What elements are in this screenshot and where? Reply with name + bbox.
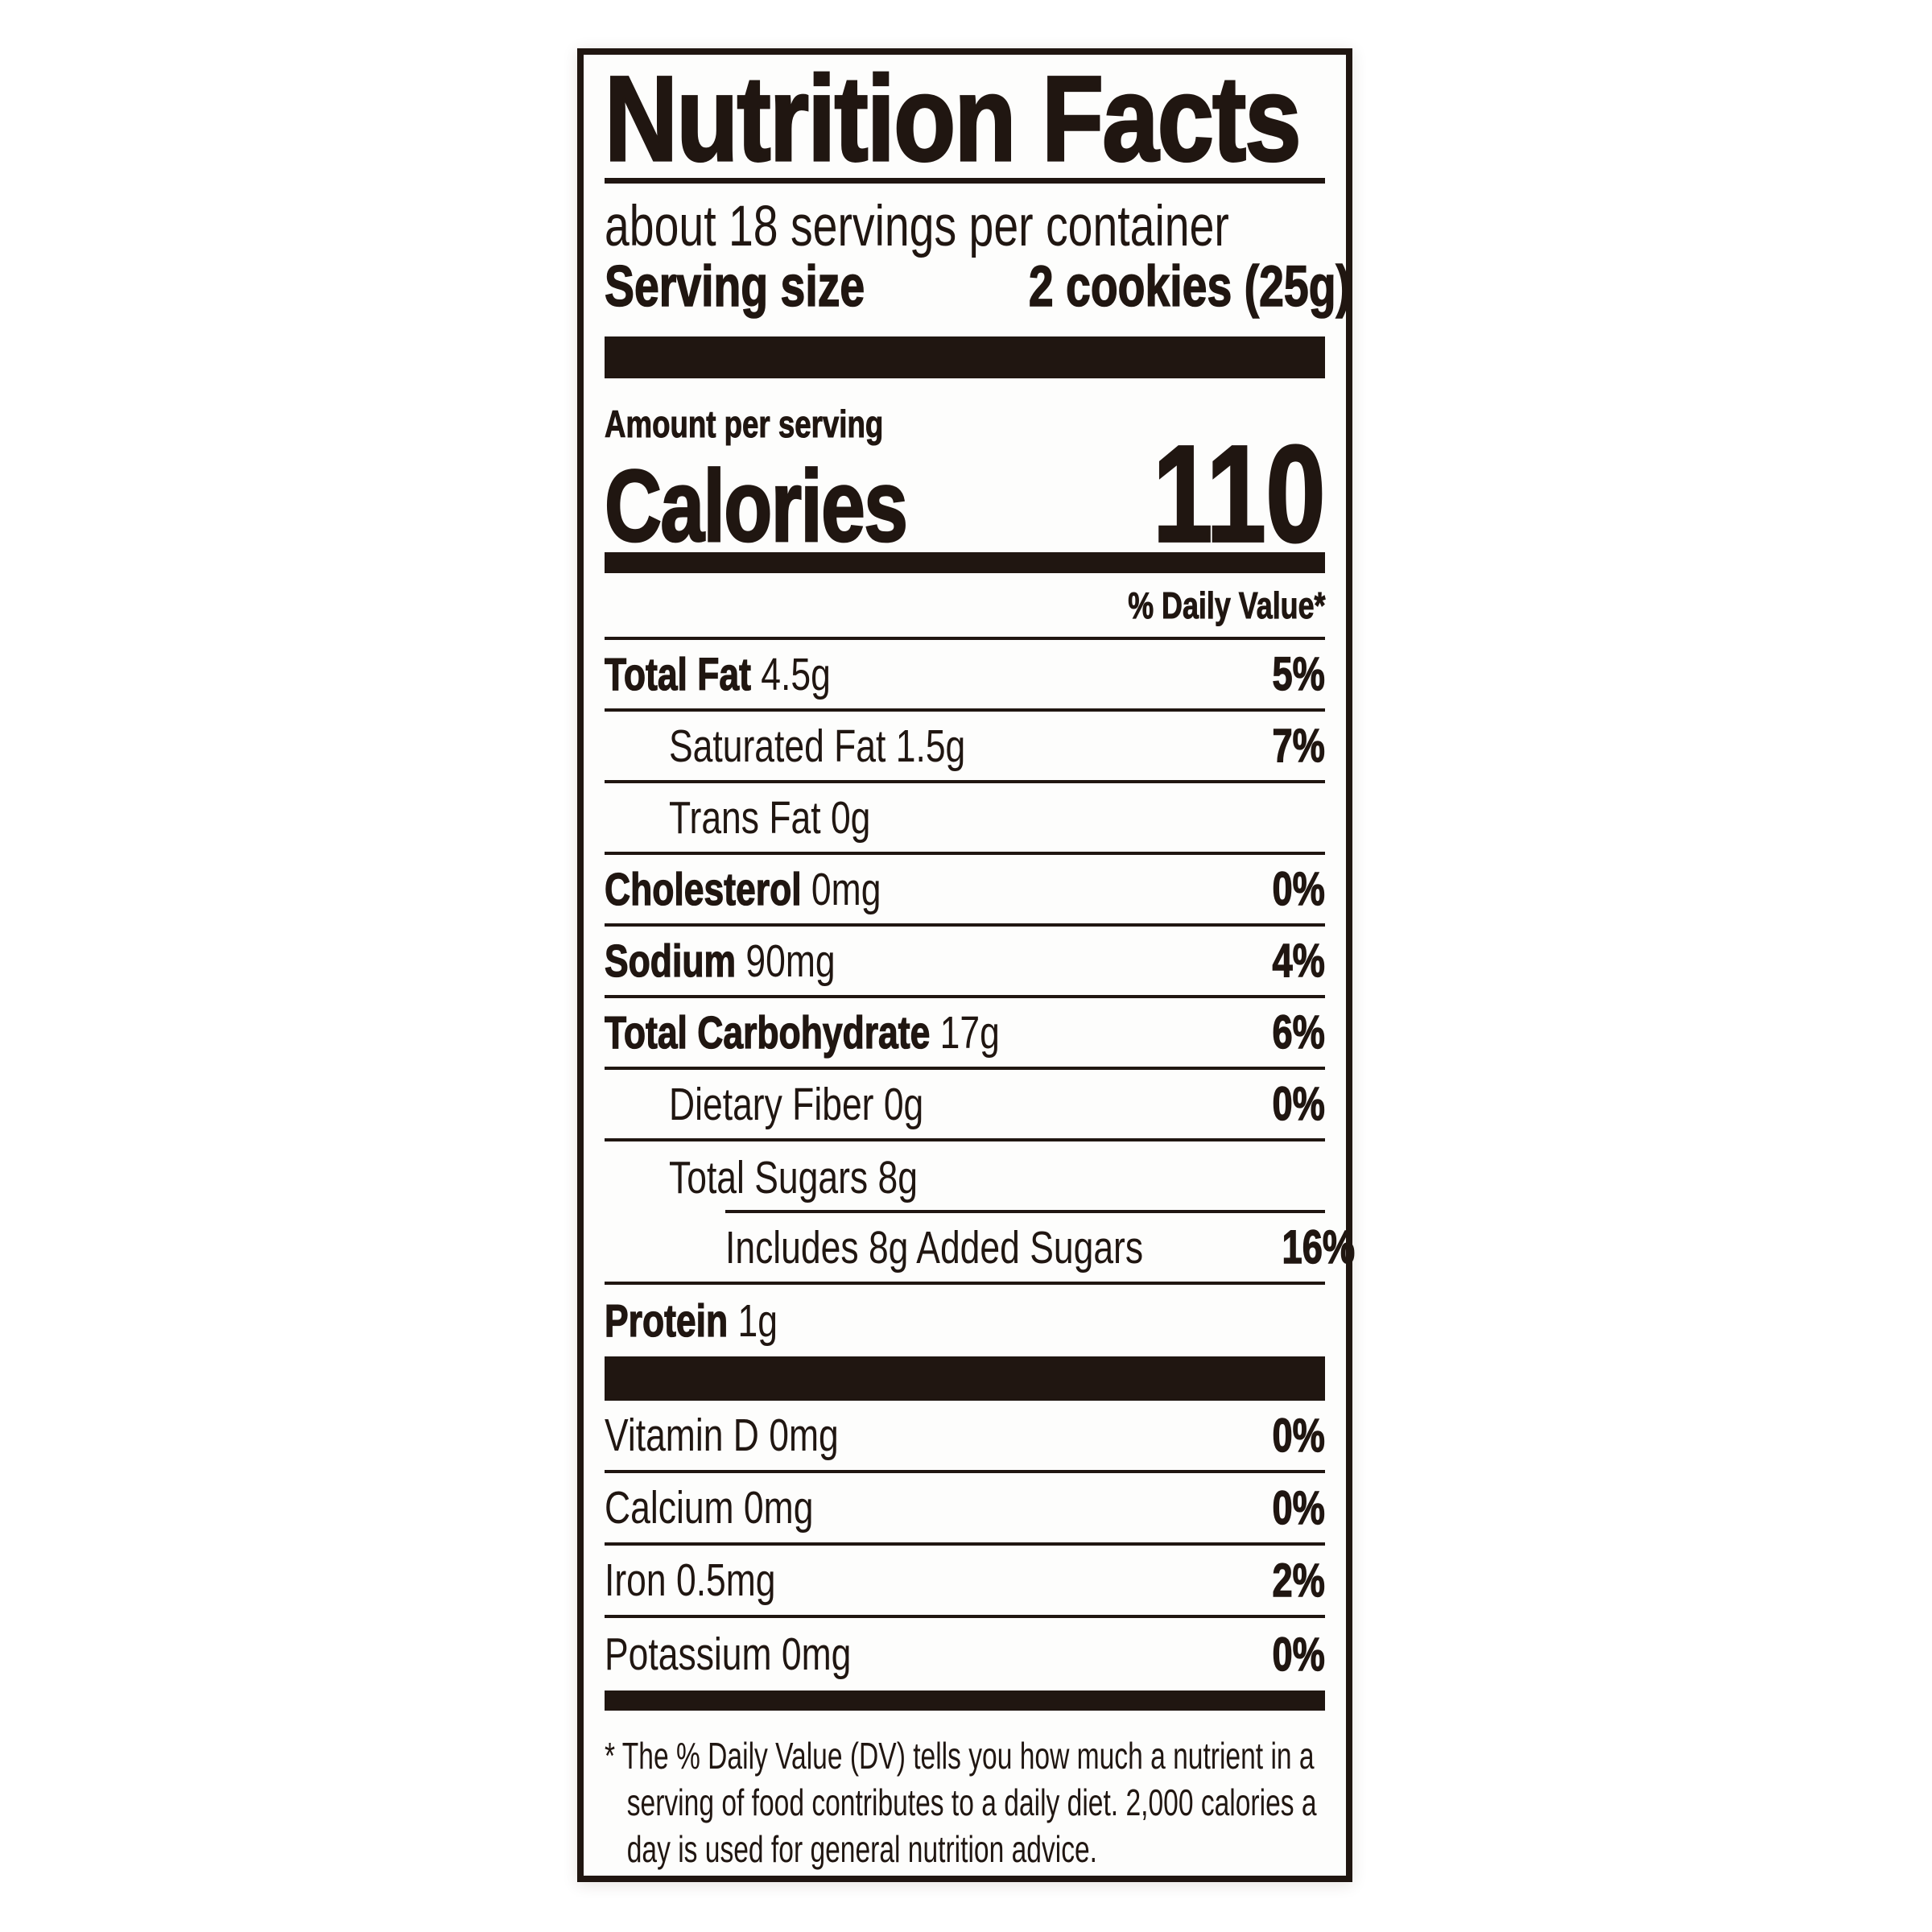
nutrient-name: Total Fat [604,648,751,700]
micronutrient-row: Iron 0.5mg 2% [605,1546,1326,1618]
servings-per-container: about 18 servings per container [605,195,1229,258]
micronutrient-section-bar [605,1690,1325,1711]
calories-row: Calories 110 [604,418,1327,571]
nutrient-row: Total Fat 4.5g 5% [604,640,1326,712]
footnote: * The % Daily Value (DV) tells you how m… [605,1732,1325,1872]
calories-value: 110 [1152,418,1327,571]
nutrient-row: Includes 8g Added Sugars 16% [605,1213,1355,1285]
serving-size-row: Serving size 2 cookies (25g) [604,255,1352,319]
amount-per-serving: Amount per serving [605,402,884,445]
title-rule [605,178,1325,184]
nutrient-row: Trans Fat 0g [605,783,1325,855]
nutrient-row: Protein 1g [604,1294,778,1347]
nutrient-rows: Total Fat 4.5g 5% Saturated Fat 1.5g 7% Tran… [604,640,1355,1356]
micronutrient-row: Calcium 0mg 0% [605,1473,1326,1546]
micronutrient-dv: 0% [1272,1628,1325,1681]
calories-section-bar [605,552,1325,573]
nutrient-name: Cholesterol [604,863,802,915]
nutrient-dv: 5% [1272,647,1325,700]
nutrient-dv: 7% [1272,719,1325,772]
daily-value-header: % Daily Value* [1127,584,1325,626]
micronutrient-dv: 0% [1272,1409,1325,1462]
nutrient-row: Saturated Fat 1.5g 7% [605,712,1326,783]
micronutrient-row: Vitamin D 0mg 0% [605,1401,1326,1473]
label-title: Nutrition Facts [604,51,1325,186]
micronutrient-row: Potassium 0mg 0% [605,1628,1326,1681]
nutrient-name: Sodium [604,935,737,987]
nutrient-row: Dietary Fiber 0g 0% [605,1070,1326,1141]
serving-section-bar [605,336,1325,378]
protein-section-bar [605,1356,1325,1401]
nutrient-name: Total Carbohydrate [604,1006,931,1059]
nutrient-row: Total Carbohydrate 17g 6% [604,998,1326,1070]
nutrient-dv: 16% [1281,1220,1355,1274]
label-title-text: Nutrition Facts [604,51,1302,186]
micronutrient-dv: 0% [1272,1481,1325,1534]
nutrition-facts-label: Nutrition Facts about 18 servings per co… [577,48,1355,1882]
nutrient-dv: 0% [1272,1077,1325,1130]
daily-value-rule [605,637,1325,640]
nutrient-dv: 6% [1272,1005,1325,1059]
calories-label: Calories [604,449,909,563]
micronutrient-dv: 2% [1272,1554,1325,1607]
nutrient-row: Sodium 90mg 4% [604,927,1326,998]
serving-size-value: 2 cookies (25g) [1029,255,1352,319]
micronutrient-rows: Vitamin D 0mg 0% Calcium 0mg 0% Iron 0.5mg 2%… [605,1401,1326,1690]
footnote-marker: * [605,1735,616,1777]
nutrient-dv: 0% [1272,862,1325,915]
nutrient-row: Cholesterol 0mg 0% [604,855,1326,927]
nutrient-name: Protein [604,1294,729,1347]
footnote-text: * The % Daily Value (DV) tells you how m… [605,1735,1317,1870]
nutrient-dv: 4% [1272,934,1325,987]
serving-size-label: Serving size [604,255,865,319]
nutrient-row: Total Sugars 8g [605,1141,1325,1213]
